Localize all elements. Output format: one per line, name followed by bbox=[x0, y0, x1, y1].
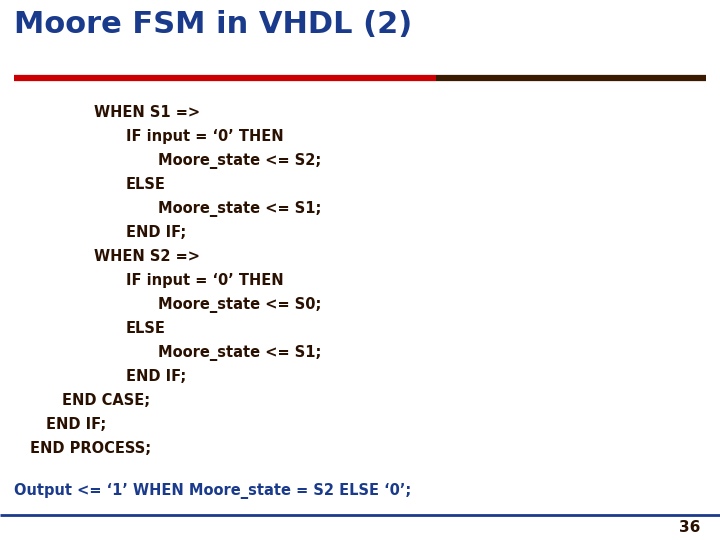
Text: WHEN S1 =>: WHEN S1 => bbox=[94, 105, 200, 120]
Text: END PROCESS;: END PROCESS; bbox=[30, 441, 151, 456]
Text: IF input = ‘0’ THEN: IF input = ‘0’ THEN bbox=[126, 129, 284, 144]
Text: ELSE: ELSE bbox=[126, 177, 166, 192]
Text: Moore_state <= S0;: Moore_state <= S0; bbox=[158, 297, 321, 313]
Text: Moore_state <= S2;: Moore_state <= S2; bbox=[158, 153, 321, 169]
Text: Moore FSM in VHDL (2): Moore FSM in VHDL (2) bbox=[14, 10, 413, 39]
Text: END IF;: END IF; bbox=[126, 225, 186, 240]
Text: END IF;: END IF; bbox=[126, 369, 186, 384]
Text: IF input = ‘0’ THEN: IF input = ‘0’ THEN bbox=[126, 273, 284, 288]
Text: Output <= ‘1’ WHEN Moore_state = S2 ELSE ‘0’;: Output <= ‘1’ WHEN Moore_state = S2 ELSE… bbox=[14, 483, 411, 499]
Text: END IF;: END IF; bbox=[46, 417, 107, 432]
Text: Moore_state <= S1;: Moore_state <= S1; bbox=[158, 201, 321, 217]
Text: 36: 36 bbox=[679, 520, 700, 535]
Text: END CASE;: END CASE; bbox=[62, 393, 150, 408]
Text: Moore_state <= S1;: Moore_state <= S1; bbox=[158, 345, 321, 361]
Text: WHEN S2 =>: WHEN S2 => bbox=[94, 249, 200, 264]
Text: ELSE: ELSE bbox=[126, 321, 166, 336]
